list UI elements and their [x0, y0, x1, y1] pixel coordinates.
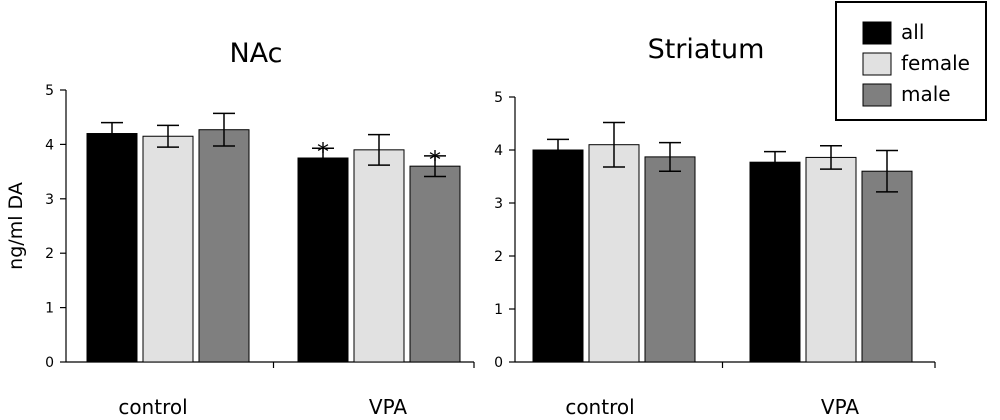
- legend-label-male: male: [901, 82, 951, 106]
- bar-all-VPA: [297, 157, 349, 363]
- legend-swatch-female: [862, 52, 892, 76]
- y-axis-label: ng/ml DA: [5, 182, 27, 270]
- bar-female-control: [588, 144, 640, 363]
- bar-all-control: [532, 149, 584, 363]
- x-category-label: VPA: [369, 395, 407, 419]
- bar-male-VPA: [861, 170, 913, 363]
- x-category-label: VPA: [821, 395, 859, 419]
- y-tick-label: 2: [45, 246, 54, 262]
- striatum-panel: Striatum 0 1 2 3 4 5 control VPA: [494, 34, 936, 419]
- y-tick-label: 1: [45, 301, 54, 317]
- y-tick-label: 0: [45, 355, 54, 371]
- y-tick-label: 3: [494, 196, 503, 212]
- legend-label-all: all: [901, 20, 924, 44]
- chart-title: NAc: [229, 38, 282, 69]
- significance-marker: *: [429, 146, 441, 174]
- bar-female-VPA: [805, 156, 857, 363]
- significance-marker: *: [317, 138, 329, 166]
- bar-male-VPA: [409, 165, 461, 363]
- y-tick-label: 5: [494, 90, 503, 106]
- legend: all female male: [835, 1, 987, 121]
- bar-female-VPA: [353, 149, 405, 363]
- nac-panel: NAc 0 1 2 3 4 5 ng/ml DA control * * VPA: [5, 38, 475, 419]
- bar-female-control: [142, 135, 194, 363]
- y-tick-label: 4: [45, 137, 54, 153]
- legend-box: [835, 1, 987, 121]
- y-tick-label: 2: [494, 249, 503, 265]
- x-category-label: control: [565, 395, 634, 419]
- legend-swatch-all: [862, 21, 892, 45]
- bar-male-control: [198, 129, 250, 363]
- bar-male-control: [644, 156, 696, 363]
- y-tick-label: 3: [45, 192, 54, 208]
- legend-label-female: female: [901, 51, 970, 75]
- y-tick-label: 0: [494, 355, 503, 371]
- chart-title: Striatum: [648, 34, 765, 65]
- y-tick-label: 5: [45, 83, 54, 99]
- x-category-label: control: [118, 395, 187, 419]
- legend-swatch-male: [862, 83, 892, 107]
- y-tick-label: 1: [494, 302, 503, 318]
- y-tick-label: 4: [494, 143, 503, 159]
- bar-all-control: [86, 133, 138, 363]
- bar-all-VPA: [749, 161, 801, 363]
